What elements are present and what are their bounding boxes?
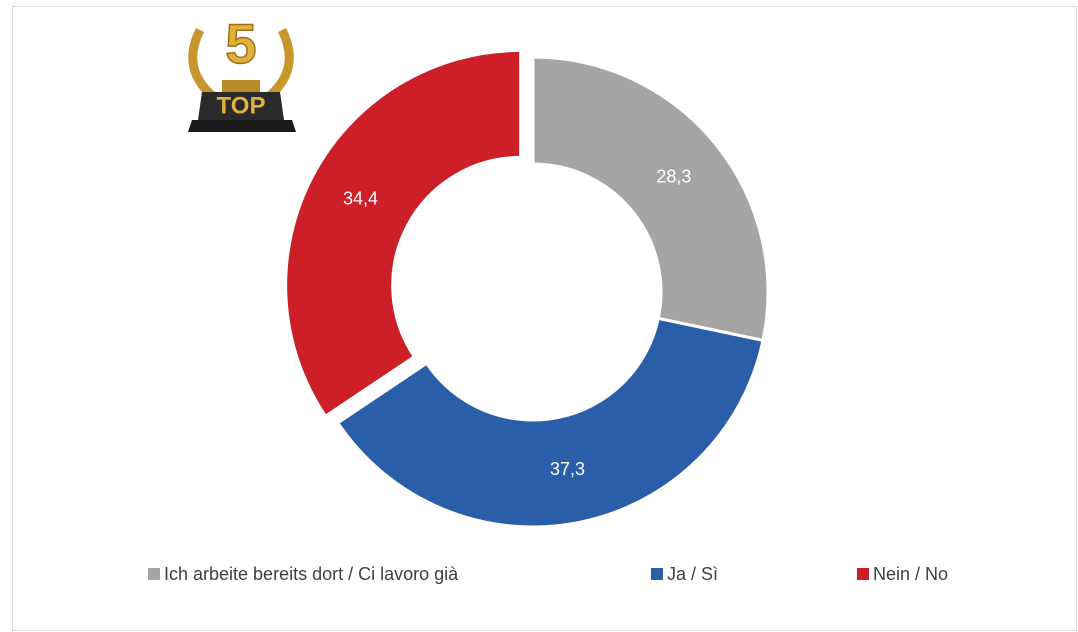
trophy-neck: [222, 80, 260, 92]
legend-swatch: [857, 568, 869, 580]
trophy-base: [198, 92, 284, 120]
value-label: 34,4: [343, 189, 378, 209]
donut-segment: [335, 316, 765, 529]
value-label: 37,3: [550, 459, 585, 479]
badge-number: 5: [225, 12, 256, 75]
legend-swatch: [651, 568, 663, 580]
legend-label: Ja / Sì: [667, 564, 718, 584]
trophy-badge: 5 TOP: [188, 11, 296, 132]
trophy-foot: [188, 120, 296, 132]
legend-label: Nein / No: [873, 564, 948, 584]
badge-label: TOP: [217, 92, 266, 119]
legend-swatch: [148, 568, 160, 580]
donut-segment: [284, 48, 523, 419]
donut-segment: [531, 55, 770, 343]
value-label: 28,3: [656, 166, 691, 186]
legend-label: Ich arbeite bereits dort / Ci lavoro già: [164, 564, 459, 584]
